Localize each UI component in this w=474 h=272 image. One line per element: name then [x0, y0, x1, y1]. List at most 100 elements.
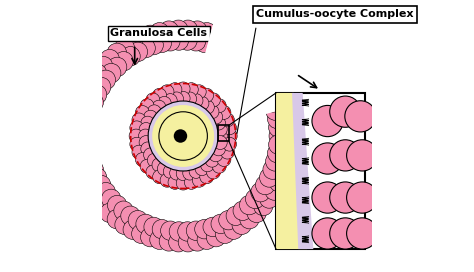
Bar	[276, 93, 365, 249]
Circle shape	[209, 110, 223, 124]
Circle shape	[212, 159, 226, 173]
Circle shape	[178, 20, 198, 39]
Circle shape	[84, 160, 103, 179]
Circle shape	[269, 135, 288, 154]
Circle shape	[153, 88, 166, 102]
Circle shape	[139, 136, 153, 150]
Circle shape	[197, 23, 217, 42]
Circle shape	[220, 145, 234, 159]
Circle shape	[136, 153, 149, 166]
Circle shape	[101, 189, 121, 209]
Circle shape	[144, 148, 157, 162]
Circle shape	[176, 167, 190, 181]
Circle shape	[280, 126, 299, 146]
Bar	[218, 125, 229, 141]
Circle shape	[239, 57, 259, 77]
Circle shape	[150, 23, 169, 42]
Circle shape	[264, 72, 284, 91]
Circle shape	[150, 230, 169, 249]
Circle shape	[170, 92, 183, 106]
Circle shape	[84, 93, 103, 112]
Circle shape	[107, 209, 127, 229]
Circle shape	[189, 94, 203, 107]
Circle shape	[82, 72, 101, 91]
Circle shape	[200, 88, 214, 102]
Circle shape	[108, 57, 127, 77]
Circle shape	[87, 189, 107, 208]
Text: Cumulus-oocyte Complex: Cumulus-oocyte Complex	[256, 10, 413, 20]
Circle shape	[132, 29, 151, 48]
Circle shape	[129, 82, 237, 190]
Circle shape	[140, 99, 154, 113]
Circle shape	[189, 165, 203, 178]
Circle shape	[74, 89, 93, 108]
Circle shape	[178, 31, 197, 50]
Circle shape	[78, 118, 98, 137]
Circle shape	[136, 38, 155, 58]
Circle shape	[121, 47, 140, 66]
Circle shape	[247, 50, 266, 69]
Circle shape	[217, 153, 231, 166]
Circle shape	[232, 215, 252, 234]
Circle shape	[188, 21, 207, 40]
Circle shape	[246, 63, 265, 83]
Circle shape	[169, 20, 188, 39]
Circle shape	[169, 222, 189, 241]
Circle shape	[206, 25, 226, 45]
Circle shape	[260, 85, 279, 104]
Circle shape	[264, 181, 284, 200]
Circle shape	[93, 196, 113, 216]
Circle shape	[123, 220, 143, 239]
Circle shape	[130, 137, 144, 151]
Circle shape	[161, 32, 180, 51]
Circle shape	[269, 118, 288, 137]
Circle shape	[87, 85, 107, 104]
Circle shape	[69, 107, 88, 127]
Circle shape	[74, 164, 93, 183]
Circle shape	[224, 33, 243, 52]
Circle shape	[123, 33, 143, 52]
Circle shape	[130, 121, 144, 135]
Circle shape	[71, 154, 91, 174]
Circle shape	[223, 121, 237, 135]
Circle shape	[259, 64, 279, 83]
Circle shape	[82, 101, 101, 120]
Circle shape	[128, 42, 147, 61]
Circle shape	[200, 170, 214, 184]
Circle shape	[188, 232, 207, 251]
Circle shape	[269, 172, 289, 192]
Circle shape	[255, 77, 275, 97]
Circle shape	[176, 176, 190, 190]
Circle shape	[152, 158, 166, 172]
Circle shape	[312, 218, 343, 249]
Circle shape	[186, 32, 206, 51]
Circle shape	[183, 166, 197, 180]
Circle shape	[278, 145, 298, 165]
Circle shape	[144, 217, 164, 237]
Circle shape	[141, 25, 160, 45]
Circle shape	[93, 56, 113, 76]
Circle shape	[129, 129, 143, 143]
Circle shape	[159, 112, 208, 160]
Circle shape	[346, 182, 378, 213]
Circle shape	[330, 182, 361, 213]
Circle shape	[100, 50, 119, 69]
Circle shape	[233, 201, 253, 220]
Circle shape	[82, 181, 101, 200]
Circle shape	[69, 145, 88, 165]
Circle shape	[246, 189, 265, 209]
Circle shape	[192, 173, 206, 187]
Circle shape	[96, 183, 116, 202]
Circle shape	[152, 100, 166, 114]
Circle shape	[136, 214, 155, 234]
Circle shape	[146, 93, 160, 107]
Circle shape	[223, 137, 237, 151]
Circle shape	[160, 85, 174, 99]
Circle shape	[101, 63, 121, 83]
Circle shape	[157, 96, 171, 110]
Circle shape	[87, 168, 107, 187]
Circle shape	[152, 105, 214, 167]
Circle shape	[273, 89, 292, 108]
Circle shape	[269, 126, 289, 146]
Circle shape	[215, 224, 235, 243]
